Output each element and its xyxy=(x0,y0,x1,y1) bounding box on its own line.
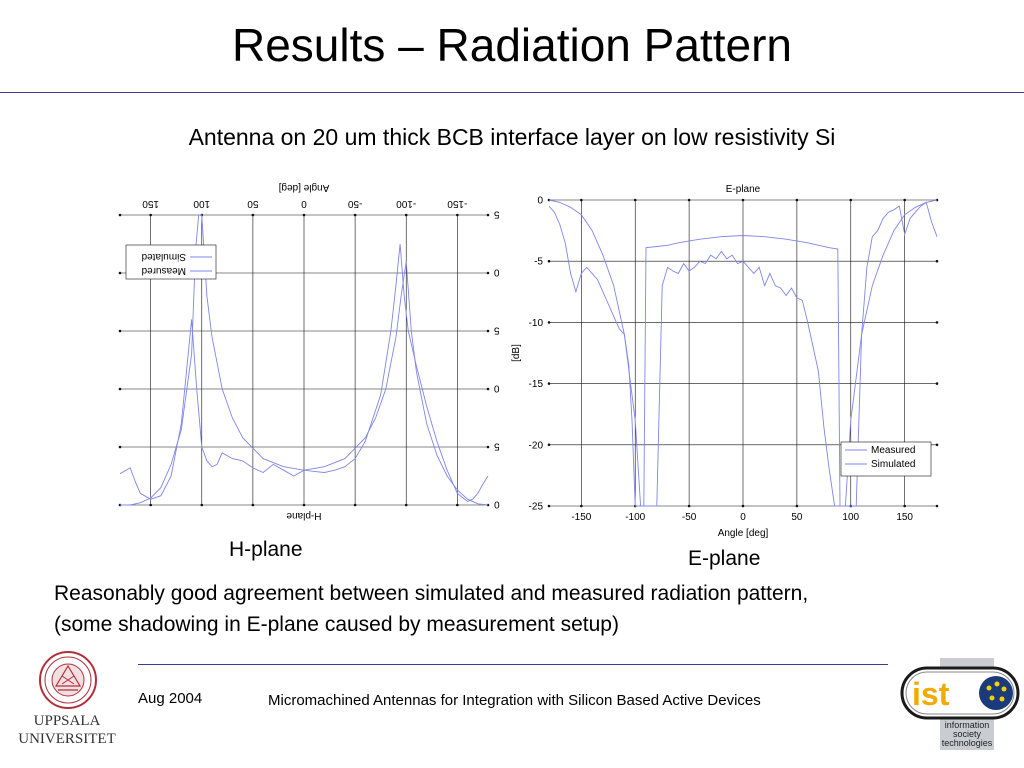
y-tick-label: -10 xyxy=(529,318,544,329)
conclusion-text: Reasonably good agreement between simula… xyxy=(54,578,808,640)
y-tick-label: -10 xyxy=(494,383,500,394)
y-tick-dot xyxy=(486,213,490,217)
y-tick-dot xyxy=(486,329,490,333)
h-plane-chart: -150 -100 -50 0 50 100 150 0 -5 -10 -15 -20 -25 H-pla… xyxy=(60,180,500,535)
x-tick-label: -150 xyxy=(447,198,467,209)
ist-tagline-2: society xyxy=(953,729,982,739)
y-tick-dot xyxy=(486,387,490,391)
series-line-simulated xyxy=(120,214,489,506)
x-tick-label: 50 xyxy=(791,512,803,523)
y-tick-label: -5 xyxy=(534,257,543,268)
y-tick-label: -25 xyxy=(529,502,544,513)
legend-label: Simulated xyxy=(142,251,186,262)
y-tick-label: -5 xyxy=(494,441,500,452)
footer-date: Aug 2004 xyxy=(138,690,203,707)
y-tick-dot xyxy=(935,259,939,263)
h-plane-chart-svg: -150 -100 -50 0 50 100 150 0 -5 -10 -15 -20 -25 H-pla… xyxy=(118,182,500,521)
uppsala-wordmark: UPPSALA UNIVERSITET xyxy=(12,712,122,748)
series-line-measured xyxy=(548,201,938,507)
e-plane-caption: E-plane xyxy=(688,547,761,570)
conclusion-line-1: Reasonably good agreement between simula… xyxy=(54,582,809,605)
uppsala-line-2: UNIVERSITET xyxy=(18,731,116,747)
y-tick-label: -15 xyxy=(494,325,500,336)
ist-logo: ist information society technologies xyxy=(898,658,1022,754)
h-plane-caption: H-plane xyxy=(229,538,303,561)
legend-label: Measured xyxy=(142,265,186,276)
seal-icon xyxy=(39,651,97,709)
ist-tagline-1: information xyxy=(945,720,990,730)
y-tick-dot xyxy=(935,198,939,202)
y-tick-dot xyxy=(935,382,939,385)
plot-group: -150 -100 -50 0 50 100 150 0 -5 -10 -15 -20 -25 E-pla… xyxy=(511,184,939,539)
y-tick-dot xyxy=(486,445,490,449)
plot-group: -150 -100 -50 0 50 100 150 0 -5 -10 -15 -20 -25 H-pla… xyxy=(118,182,500,521)
x-tick-label: 100 xyxy=(842,512,859,523)
ist-wordmark: ist xyxy=(912,676,950,712)
e-plane-chart-svg: -150 -100 -50 0 50 100 150 0 -5 -10 -15 -20 -25 E-pla… xyxy=(511,184,939,539)
x-tick-label: -100 xyxy=(625,512,645,523)
chart-title: H-plane xyxy=(286,510,321,521)
y-tick-dot xyxy=(547,443,551,447)
y-tick-label: 0 xyxy=(494,499,500,510)
x-tick-label: 150 xyxy=(896,512,913,523)
y-tick-label: -15 xyxy=(529,379,544,390)
y-tick-dot xyxy=(118,387,122,391)
series-line-simulated xyxy=(548,199,938,507)
y-tick-dot xyxy=(935,321,939,324)
legend-label: Measured xyxy=(871,445,915,456)
x-tick-label: -50 xyxy=(682,512,697,523)
ist-logo-icon: ist information society technologies xyxy=(900,658,1020,750)
x-axis-label: Angle [deg] xyxy=(718,528,769,539)
y-tick-dot xyxy=(118,271,122,275)
slide-title: Results – Radiation Pattern xyxy=(232,19,792,71)
y-tick-label: 0 xyxy=(537,196,543,207)
x-tick-label: -100 xyxy=(396,198,416,209)
y-axis-label: [dB] xyxy=(511,344,522,362)
y-tick-dot xyxy=(547,321,551,324)
ist-tagline-3: technologies xyxy=(942,738,993,748)
uppsala-seal-logo xyxy=(12,650,124,762)
x-tick-label: 0 xyxy=(740,512,746,523)
y-tick-dot xyxy=(935,504,939,508)
e-plane-chart: -150 -100 -50 0 50 100 150 0 -5 -10 -15 -20 -25 E-pla… xyxy=(505,172,955,544)
y-tick-dot xyxy=(547,504,551,508)
footer-text: Micromachined Antennas for Integration w… xyxy=(268,692,761,709)
chart-title: E-plane xyxy=(726,184,761,195)
legend-box xyxy=(125,244,217,280)
title-divider xyxy=(0,92,1024,93)
x-tick-label: -50 xyxy=(347,198,362,209)
y-tick-dot xyxy=(547,382,551,385)
x-tick-label: 100 xyxy=(193,198,210,209)
legend-label: Simulated xyxy=(871,459,915,470)
legend-box xyxy=(840,441,932,477)
x-tick-label: 150 xyxy=(142,198,159,209)
uppsala-line-1: UPPSALA xyxy=(33,713,101,729)
y-tick-dot xyxy=(547,259,551,263)
y-tick-label: -20 xyxy=(529,440,544,451)
y-tick-dot xyxy=(118,213,122,217)
y-tick-label: -20 xyxy=(494,267,500,278)
footer-divider xyxy=(138,664,888,665)
y-tick-dot xyxy=(118,445,122,449)
conclusion-line-2: (some shadowing in E-plane caused by mea… xyxy=(54,613,619,636)
x-tick-label: 0 xyxy=(301,198,307,209)
x-tick-label: 50 xyxy=(247,198,259,209)
x-axis-label: Angle [deg] xyxy=(278,182,329,193)
y-tick-dot xyxy=(118,329,122,333)
x-tick-label: -150 xyxy=(571,512,591,523)
y-tick-label: -25 xyxy=(494,209,500,220)
slide-subtitle: Antenna on 20 um thick BCB interface lay… xyxy=(188,124,836,150)
y-tick-dot xyxy=(486,271,490,275)
y-tick-dot xyxy=(935,443,939,447)
